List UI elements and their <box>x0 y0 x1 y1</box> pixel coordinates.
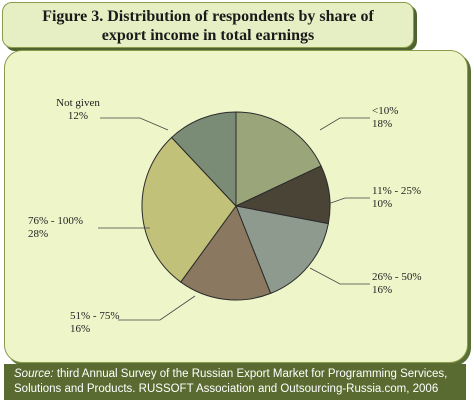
figure-title-line-1: Figure 3. Distribution of respondents by… <box>42 8 374 25</box>
slice-label: 51% - 75% <box>70 310 120 322</box>
leader-line <box>309 267 370 285</box>
pie-slice <box>170 111 237 208</box>
leader-line <box>319 117 370 131</box>
pie-slice <box>235 111 322 207</box>
source-bar: Source: third Annual Survey of the Russi… <box>4 364 466 400</box>
slice-value-label: 28% <box>28 228 48 240</box>
figure-title: Figure 3. Distribution of respondents by… <box>3 7 413 45</box>
slice-value-label: 18% <box>372 118 392 130</box>
slice-label: Not given <box>56 97 100 109</box>
slice-label: 26% - 50% <box>372 271 422 283</box>
slice-value-label: 16% <box>70 323 90 335</box>
slice-value-label: 12% <box>68 110 88 122</box>
slice-label: <10% <box>372 105 398 117</box>
source-prefix: Source: <box>14 368 54 380</box>
pie-slice <box>235 205 329 295</box>
figure-title-box: Figure 3. Distribution of respondents by… <box>2 2 414 48</box>
leader-line <box>324 197 370 206</box>
pie-slice <box>180 204 272 301</box>
leader-line <box>118 295 196 321</box>
leader-line <box>100 117 169 131</box>
slice-value-label: 10% <box>372 198 392 210</box>
source-text: third Annual Survey of the Russian Expor… <box>14 368 448 395</box>
slice-value-label: 16% <box>372 284 392 296</box>
source-note: Source: third Annual Survey of the Russi… <box>14 367 462 397</box>
slice-label: 11% - 25% <box>372 185 421 197</box>
slice-label: 76% - 100% <box>28 215 83 227</box>
pie-slice <box>141 136 237 283</box>
figure-title-line-2: export income in total earnings <box>101 27 315 44</box>
